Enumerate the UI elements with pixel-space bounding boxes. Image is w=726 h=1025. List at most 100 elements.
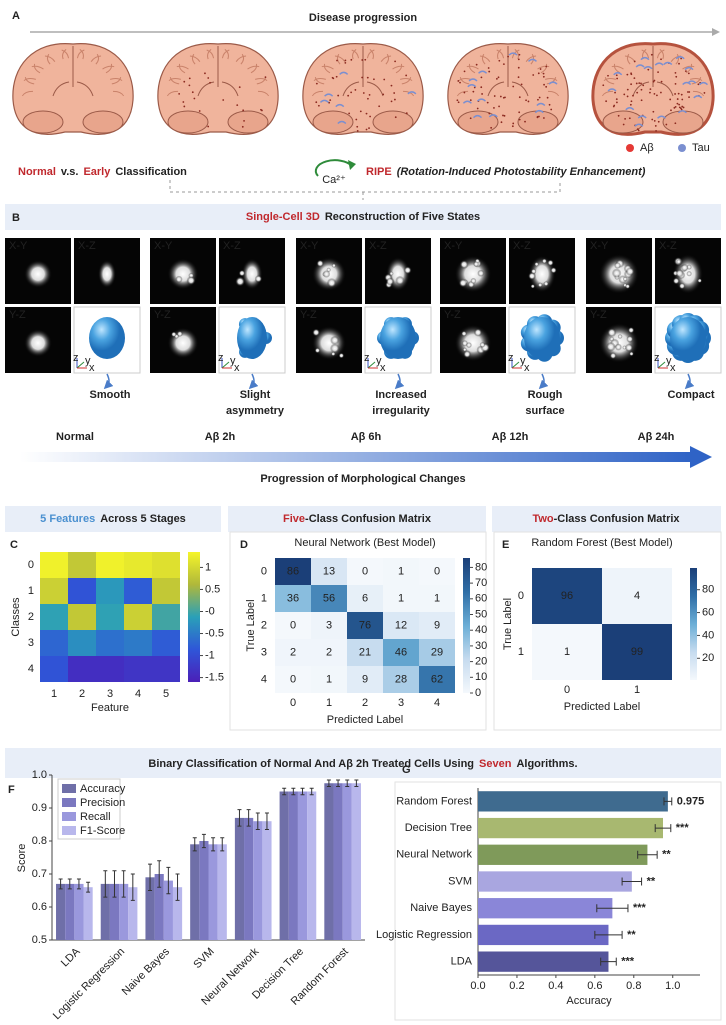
tau-tangle — [488, 114, 498, 118]
ventricle — [342, 81, 384, 97]
cell-speck — [403, 266, 412, 275]
legend-swatch — [62, 826, 76, 835]
error-bar — [112, 870, 117, 898]
amyloid-dot — [361, 76, 364, 79]
amyloid-dot — [632, 94, 634, 97]
amyloid-dot — [637, 129, 640, 132]
axis-icon-label: x — [89, 362, 95, 374]
cell-speck — [458, 278, 468, 288]
x-tick-label: 3 — [398, 697, 404, 709]
callout-arrow — [684, 373, 695, 390]
amyloid-dot — [456, 99, 459, 102]
x-tick-label: 3 — [107, 688, 113, 700]
error-bar — [166, 866, 171, 895]
amyloid-dot — [365, 112, 368, 115]
amyloid-dot — [497, 76, 500, 79]
cell-value: 1 — [398, 592, 404, 604]
amyloid-dot — [630, 83, 633, 86]
cell-speck — [543, 281, 549, 287]
bar — [478, 844, 648, 865]
arrow-head — [690, 446, 712, 468]
cell-speck — [316, 259, 324, 268]
panel-title-part: -Class Confusion Matrix — [305, 513, 432, 525]
panel-title-part: -Class Confusion Matrix — [554, 513, 681, 525]
view-label: Y-Z — [9, 309, 26, 321]
brain-fold — [691, 76, 702, 85]
brain-fold — [468, 63, 476, 74]
heatmap-cell — [124, 656, 152, 682]
cell-speck — [611, 268, 622, 279]
error-bar — [148, 863, 153, 891]
axis-icon-label: x — [380, 362, 386, 374]
bar — [307, 791, 317, 940]
matrix-cell — [311, 585, 347, 612]
cell-value: 13 — [323, 565, 335, 577]
amyloid-dot — [457, 101, 460, 104]
brain-fold — [240, 53, 245, 65]
error-bar — [354, 779, 359, 788]
callout-arrow — [394, 373, 405, 390]
y-tick-label: 0.6 — [32, 901, 47, 913]
cell-speck — [330, 335, 340, 345]
heatmap-cell — [124, 630, 152, 656]
error-bar — [192, 837, 197, 852]
error-bar — [130, 873, 135, 901]
amyloid-dot — [238, 86, 241, 89]
method-text-part: RIPE — [366, 166, 392, 178]
amyloid-dot — [378, 105, 381, 108]
axis-icon-label: x — [670, 362, 676, 374]
amyloid-dot — [367, 97, 369, 100]
y-axis-label: True Label — [245, 599, 257, 651]
amyloid-dot — [198, 110, 201, 112]
amyloid-dot — [480, 76, 483, 79]
colorbar-tick-label: 40 — [475, 624, 487, 636]
brain-fold — [178, 63, 186, 74]
cell-speck — [528, 272, 536, 280]
x-axis-label: Accuracy — [566, 995, 612, 1007]
brain-fold — [611, 65, 624, 70]
brain-fold — [380, 55, 392, 62]
amyloid-dot — [350, 58, 353, 61]
section-title: Binary Classification of Normal And Aβ 2… — [148, 758, 577, 770]
error-bar — [300, 787, 305, 796]
amyloid-dot — [616, 101, 618, 104]
cell-value: 96 — [561, 590, 573, 602]
callout-arrow — [248, 373, 259, 390]
bracket — [169, 180, 561, 193]
amyloid-dot — [373, 78, 375, 81]
x-tick-label: 0 — [564, 684, 570, 696]
amyloid-dot — [507, 55, 509, 58]
bar — [83, 887, 93, 940]
tau-tangle — [324, 93, 334, 97]
legend-label: Precision — [80, 797, 125, 809]
legend-label: Accuracy — [80, 783, 126, 795]
state-name: Aβ 6h — [351, 431, 382, 443]
brain-fold — [44, 55, 56, 62]
brain-fold — [626, 53, 631, 65]
amyloid-dot — [676, 102, 679, 105]
error-bar — [621, 877, 643, 886]
amyloid-dot — [337, 94, 340, 97]
amyloid-dot — [457, 80, 460, 82]
amyloid-dot — [241, 125, 244, 128]
matrix-cell — [602, 624, 672, 680]
view-label: X-Y — [300, 240, 319, 252]
amyloid-dot — [542, 75, 545, 78]
amyloid-dot — [525, 99, 527, 102]
amyloid-dot — [315, 82, 318, 85]
amyloid-dot — [393, 92, 396, 94]
brain-fold — [313, 78, 326, 81]
amyloid-dot — [182, 101, 185, 103]
amyloid-dot — [680, 93, 683, 96]
brain-fold — [336, 53, 341, 65]
state-description: asymmetry — [226, 405, 285, 417]
colorbar-tick-label: 30 — [475, 640, 487, 652]
bar — [208, 844, 218, 940]
header-band — [5, 506, 221, 532]
tau-tangle — [635, 64, 645, 68]
matrix-cell — [275, 558, 311, 585]
heatmap-cell — [152, 656, 180, 682]
brain-fold — [90, 55, 102, 62]
amyloid-dot — [660, 58, 662, 61]
cell-value: 0 — [290, 673, 296, 685]
